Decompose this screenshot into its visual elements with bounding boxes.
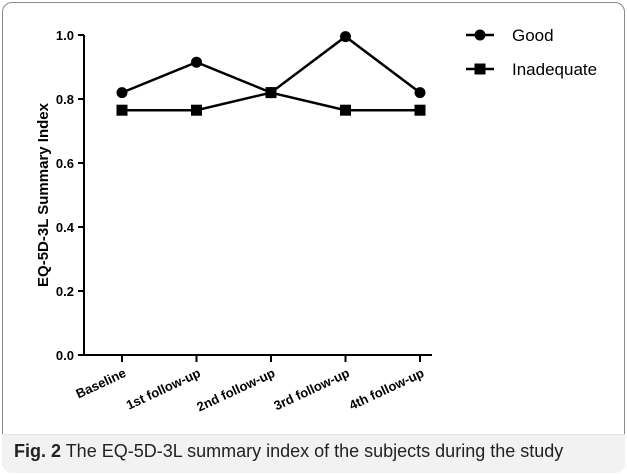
x-tick-label: 1st follow-up xyxy=(124,365,203,412)
legend-marker-circle xyxy=(474,29,486,41)
data-point-square xyxy=(340,104,351,116)
legend-item-inadequate: Inadequate xyxy=(466,60,597,79)
series-inadequate xyxy=(116,87,426,116)
data-point-square xyxy=(265,87,277,99)
x-tick-label: 4th follow-up xyxy=(347,365,427,413)
legend-marker-square xyxy=(474,63,486,75)
axes xyxy=(83,35,432,356)
legend-label: Good xyxy=(512,26,554,45)
series-layer xyxy=(116,31,426,116)
y-axis-title: EQ-5D-3L Summary Index xyxy=(35,102,52,287)
caption-text: The EQ-5D-3L summary index of the subjec… xyxy=(61,441,564,461)
figure-caption: Fig. 2 The EQ-5D-3L summary index of the… xyxy=(14,441,563,462)
data-point-square xyxy=(191,104,202,116)
series-line xyxy=(121,35,421,95)
data-point-square xyxy=(116,104,128,116)
data-point-circle xyxy=(191,56,202,68)
data-point-circle xyxy=(116,87,128,99)
y-tick-label: 0.4 xyxy=(56,220,75,235)
y-tick-label: 0.6 xyxy=(56,156,74,171)
x-tick-label: 2nd follow-up xyxy=(194,365,277,414)
data-point-square xyxy=(414,104,426,116)
data-point-circle xyxy=(340,31,351,43)
data-point-circle xyxy=(414,87,426,99)
legend-item-good: Good xyxy=(466,26,554,45)
figure-label: Fig. 2 xyxy=(14,441,62,461)
y-tick-label: 0.0 xyxy=(56,348,74,363)
y-ticks: 0.0 0.2 0.4 0.6 0.8 1.0 xyxy=(56,28,84,363)
y-tick-label: 1.0 xyxy=(56,28,74,43)
y-tick-label: 0.8 xyxy=(56,92,74,107)
x-tick-label: Baseline xyxy=(73,365,128,401)
y-tick-label: 0.2 xyxy=(56,284,74,299)
legend-label: Inadequate xyxy=(512,60,597,79)
x-tick-label: 3rd follow-up xyxy=(271,365,351,413)
legend: Good Inadequate xyxy=(466,26,597,79)
caption-band xyxy=(2,434,625,473)
